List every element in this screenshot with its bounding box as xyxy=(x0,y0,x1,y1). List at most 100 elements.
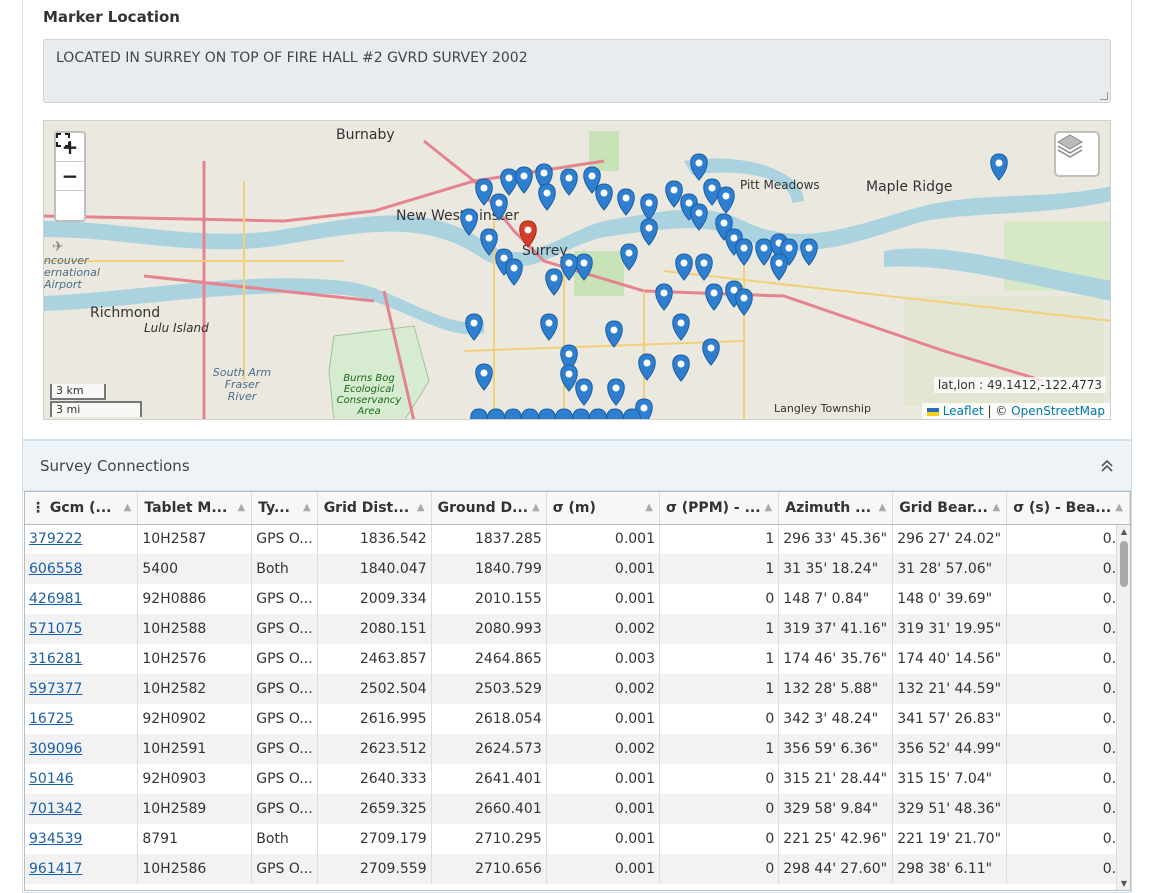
blue-marker-pin-icon[interactable] xyxy=(535,163,553,191)
osm-link[interactable]: OpenStreetMap xyxy=(1011,404,1105,418)
table-row[interactable]: 597377 10H2582 GPS O... 2502.504 2503.529 0.0… xyxy=(25,674,1130,704)
gcm-link[interactable]: 606558 xyxy=(29,561,83,577)
table-row[interactable]: 701342 10H2589 GPS O... 2659.325 2660.401 0.0… xyxy=(25,794,1130,824)
blue-marker-pin-icon[interactable] xyxy=(465,313,483,341)
blue-marker-pin-icon[interactable] xyxy=(538,183,556,211)
survey-connections-header[interactable]: Survey Connections xyxy=(23,441,1131,491)
table-row[interactable]: 379222 10H2587 GPS O... 1836.542 1837.285 0.0… xyxy=(25,524,1130,554)
blue-marker-pin-icon[interactable] xyxy=(705,283,723,311)
sort-arrow-icon[interactable]: ▲ xyxy=(764,502,773,514)
blue-marker-pin-icon[interactable] xyxy=(575,253,593,281)
blue-marker-pin-icon[interactable] xyxy=(735,238,753,266)
blue-marker-pin-icon[interactable] xyxy=(545,268,563,296)
table-row[interactable]: 934539 8791 Both 2709.179 2710.295 0.001 0 221 … xyxy=(25,824,1130,854)
blue-marker-pin-icon[interactable] xyxy=(800,238,818,266)
scroll-thumb[interactable] xyxy=(1120,541,1128,587)
blue-marker-pin-icon[interactable] xyxy=(990,153,1008,181)
blue-marker-pin-icon[interactable] xyxy=(589,408,607,420)
vertical-scrollbar[interactable]: ▲ ▼ xyxy=(1116,525,1130,890)
column-header[interactable]: ⋮ Gcm (... ▲ xyxy=(25,492,139,525)
blue-marker-pin-icon[interactable] xyxy=(717,186,735,214)
blue-marker-pin-icon[interactable] xyxy=(770,253,788,281)
fullscreen-button[interactable] xyxy=(56,133,84,220)
table-row[interactable]: 50146 92H0903 GPS O... 2640.333 2641.401 0.00… xyxy=(25,764,1130,794)
blue-marker-pin-icon[interactable] xyxy=(638,353,656,381)
blue-marker-pin-icon[interactable] xyxy=(665,180,683,208)
blue-marker-pin-icon[interactable] xyxy=(505,258,523,286)
gcm-link[interactable]: 597377 xyxy=(29,681,83,697)
sort-arrow-icon[interactable]: ▲ xyxy=(123,502,132,514)
blue-marker-pin-icon[interactable] xyxy=(521,408,539,420)
blue-marker-pin-icon[interactable] xyxy=(735,288,753,316)
sort-arrow-icon[interactable]: ▲ xyxy=(878,502,887,514)
red-marker-pin-icon[interactable] xyxy=(519,220,537,248)
blue-marker-pin-icon[interactable] xyxy=(672,313,690,341)
gcm-link[interactable]: 379222 xyxy=(29,531,83,548)
table-row[interactable]: 961417 10H2586 GPS O... 2709.559 2710.656 0.0… xyxy=(25,854,1130,884)
blue-marker-pin-icon[interactable] xyxy=(607,378,625,406)
blue-marker-pin-icon[interactable] xyxy=(515,166,533,194)
chevron-up-double-icon[interactable] xyxy=(1099,458,1115,474)
table-row[interactable]: 606558 5400 Both 1840.047 1840.799 0.001 1 31 3… xyxy=(25,554,1130,584)
blue-marker-pin-icon[interactable] xyxy=(560,253,578,281)
column-header[interactable]: Ty... ▲ xyxy=(251,492,318,525)
blue-marker-pin-icon[interactable] xyxy=(470,408,488,420)
layers-button[interactable] xyxy=(1054,131,1100,177)
blue-marker-pin-icon[interactable] xyxy=(702,338,720,366)
scroll-up-icon[interactable]: ▲ xyxy=(1120,527,1128,536)
zoom-in-button[interactable]: + xyxy=(56,133,84,162)
gcm-link[interactable]: 50146 xyxy=(29,771,74,787)
blue-marker-pin-icon[interactable] xyxy=(695,253,713,281)
blue-marker-pin-icon[interactable] xyxy=(560,364,578,392)
table-cell[interactable]: 309096 xyxy=(25,734,139,764)
gcm-link[interactable]: 316281 xyxy=(29,651,83,667)
sort-arrow-icon[interactable]: ▲ xyxy=(416,502,425,514)
blue-marker-pin-icon[interactable] xyxy=(504,408,522,420)
sort-arrow-icon[interactable]: ▲ xyxy=(302,502,311,514)
table-cell[interactable]: 379222 xyxy=(25,524,139,554)
blue-marker-pin-icon[interactable] xyxy=(606,408,624,420)
sort-arrow-icon[interactable]: ▲ xyxy=(237,502,246,514)
resize-grip-icon[interactable] xyxy=(1100,92,1108,100)
sort-arrow-icon[interactable]: ▲ xyxy=(992,502,1001,514)
blue-marker-pin-icon[interactable] xyxy=(475,363,493,391)
blue-marker-pin-icon[interactable] xyxy=(575,378,593,406)
blue-marker-pin-icon[interactable] xyxy=(690,153,708,181)
table-cell[interactable]: 16725 xyxy=(25,704,139,734)
blue-marker-pin-icon[interactable] xyxy=(595,183,613,211)
table-cell[interactable]: 606558 xyxy=(25,554,139,584)
table-cell[interactable]: 316281 xyxy=(25,644,139,674)
blue-marker-pin-icon[interactable] xyxy=(583,166,601,194)
column-header[interactable]: Grid Bear... ▲ xyxy=(892,492,1008,525)
column-header[interactable]: Tablet M... ▲ xyxy=(137,492,253,525)
table-cell[interactable]: 961417 xyxy=(25,854,139,884)
table-cell[interactable]: 50146 xyxy=(25,764,139,794)
gcm-link[interactable]: 309096 xyxy=(29,741,83,757)
blue-marker-pin-icon[interactable] xyxy=(655,283,673,311)
gcm-link[interactable]: 16725 xyxy=(29,711,74,727)
blue-marker-pin-icon[interactable] xyxy=(617,188,635,216)
column-header[interactable]: Ground D... ▲ xyxy=(431,492,547,525)
table-cell[interactable]: 701342 xyxy=(25,794,139,824)
blue-marker-pin-icon[interactable] xyxy=(640,218,658,246)
blue-marker-pin-icon[interactable] xyxy=(475,178,493,206)
blue-marker-pin-icon[interactable] xyxy=(540,313,558,341)
blue-marker-pin-icon[interactable] xyxy=(623,408,641,420)
blue-marker-pin-icon[interactable] xyxy=(640,193,658,221)
gcm-link[interactable]: 571075 xyxy=(29,621,83,637)
gcm-link[interactable]: 426981 xyxy=(29,591,83,607)
blue-marker-pin-icon[interactable] xyxy=(538,408,556,420)
table-cell[interactable]: 571075 xyxy=(25,614,139,644)
column-header[interactable]: σ (s) - Bea... ▲ xyxy=(1006,492,1130,525)
blue-marker-pin-icon[interactable] xyxy=(672,354,690,382)
column-header[interactable]: Azimuth ... ▲ xyxy=(778,492,894,525)
sort-arrow-icon[interactable]: ▲ xyxy=(1115,502,1123,514)
gcm-link[interactable]: 934539 xyxy=(29,831,83,847)
table-row[interactable]: 426981 92H0886 GPS O... 2009.334 2010.155 0.0… xyxy=(25,584,1130,614)
table-row[interactable]: 309096 10H2591 GPS O... 2623.512 2624.573 0.0… xyxy=(25,734,1130,764)
marker-location-textarea[interactable]: LOCATED IN SURREY ON TOP OF FIRE HALL #2… xyxy=(43,39,1111,103)
blue-marker-pin-icon[interactable] xyxy=(560,344,578,372)
gcm-link[interactable]: 701342 xyxy=(29,801,83,817)
blue-marker-pin-icon[interactable] xyxy=(555,408,573,420)
sort-arrow-icon[interactable]: ▲ xyxy=(645,502,653,514)
